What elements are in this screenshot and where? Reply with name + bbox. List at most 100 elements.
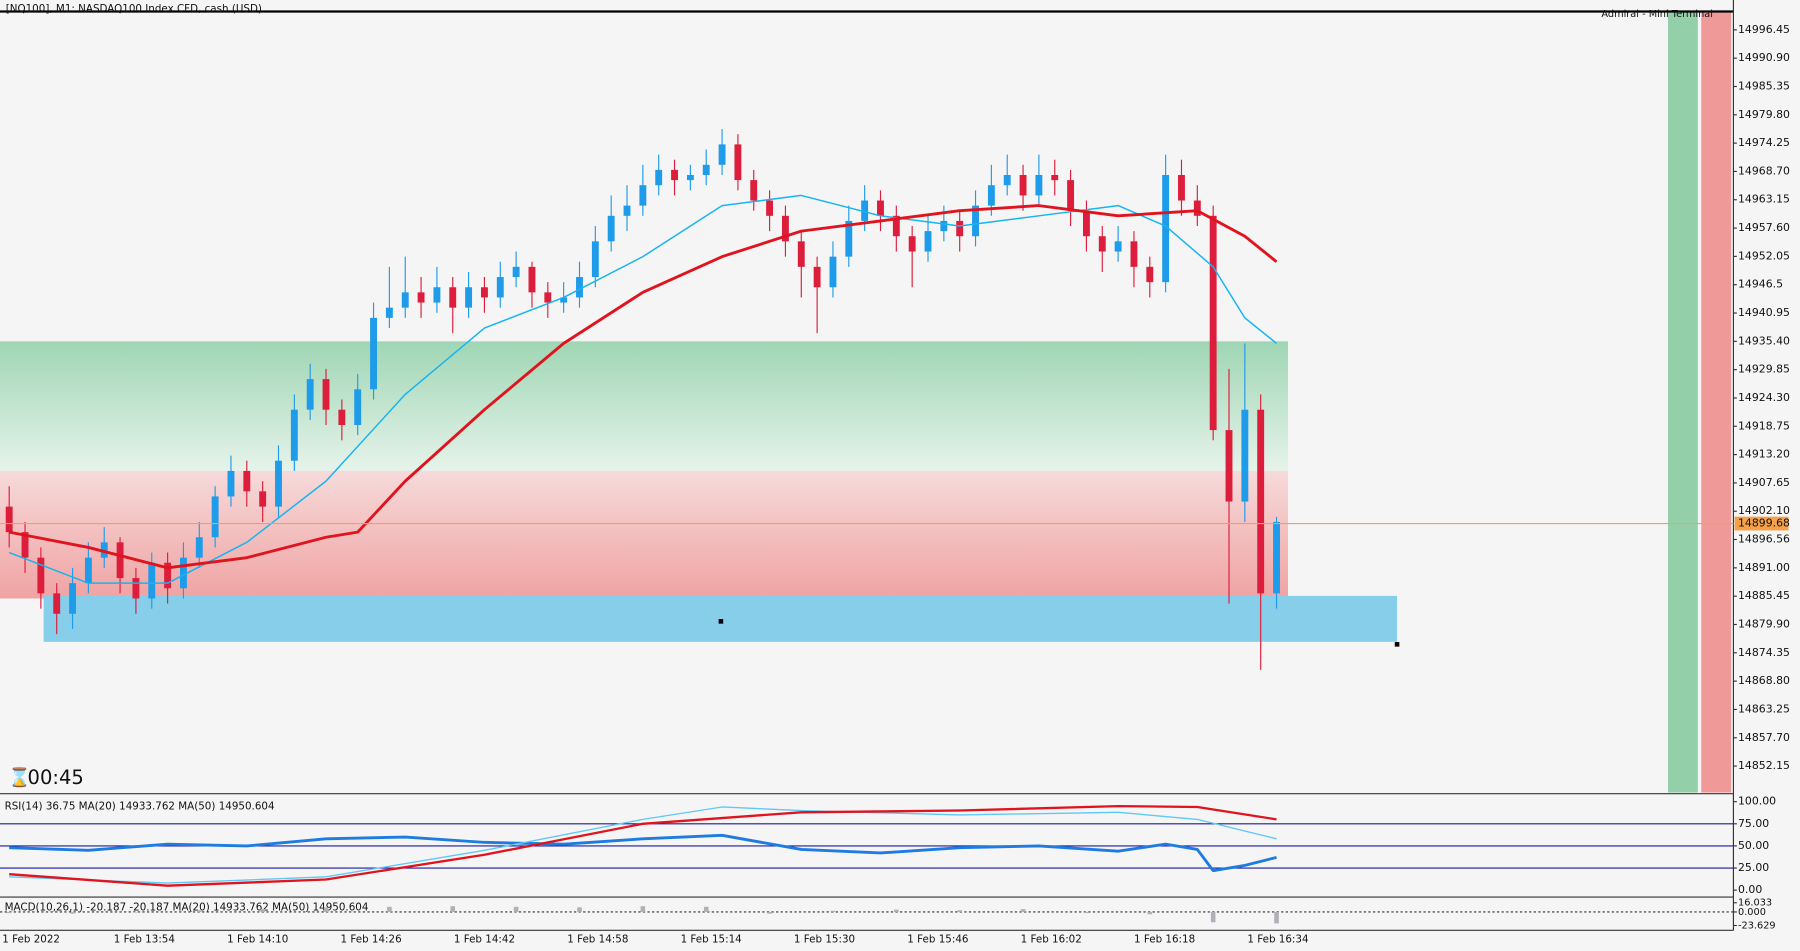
x-tick-label: 1 Feb 15:46 [907, 934, 968, 946]
x-tick-label: 1 Feb 15:14 [681, 934, 742, 946]
y-tick-label: 14957.60 [1738, 221, 1790, 234]
candle-body [243, 470, 251, 492]
candle-body [1209, 215, 1217, 431]
candle-body [53, 593, 61, 614]
rsi-tick-label: 75.00 [1738, 817, 1769, 830]
symbol-title: [NQ100], M1: NASDAQ100 Index CFD, cash (… [6, 3, 262, 15]
x-tick-label: 1 Feb 13:54 [114, 934, 175, 946]
candle-body [576, 277, 583, 298]
candle-body [956, 220, 964, 237]
candle-body [987, 185, 995, 206]
candle-body [544, 292, 552, 303]
candle-body [211, 496, 219, 538]
candle-body [908, 236, 916, 252]
y-tick-label: 14891.00 [1738, 561, 1790, 574]
candle-body [275, 460, 282, 507]
candle-body [1273, 521, 1280, 594]
y-tick-label: 14946.5 [1738, 278, 1783, 291]
rsi-tick-label: 100.00 [1738, 795, 1776, 808]
candle-body [259, 491, 267, 507]
rsi-tick-label: 25.00 [1738, 861, 1769, 874]
timer: 00:45 [28, 766, 84, 789]
y-tick-label: 14952.05 [1738, 249, 1790, 262]
y-tick-label: 14940.95 [1738, 306, 1790, 319]
candle-body [1019, 175, 1027, 196]
x-tick-label: 1 Feb 14:10 [227, 934, 288, 946]
candle-body [1193, 200, 1201, 216]
candle-body [671, 169, 678, 181]
y-tick-label: 14863.25 [1738, 702, 1790, 715]
y-tick-label: 14929.85 [1738, 363, 1790, 376]
candle-body [781, 215, 789, 242]
candle-body [766, 200, 774, 216]
candle-body [1035, 175, 1043, 196]
candle-body [195, 537, 203, 558]
macd-bar [577, 907, 582, 912]
x-tick-label: 1 Feb 14:42 [454, 934, 515, 946]
candle-body [861, 200, 869, 221]
y-tick-label: 14913.20 [1738, 448, 1790, 461]
candle-body [512, 266, 520, 278]
macd-bar [894, 909, 899, 912]
y-tick-label: 14885.45 [1738, 589, 1790, 602]
macd-bar [1210, 911, 1216, 923]
hourglass-icon: ⌛ [8, 767, 31, 789]
candle-body [227, 470, 235, 497]
candle-body [164, 562, 172, 589]
zone-red [0, 470, 1289, 599]
candle-body [1051, 175, 1059, 181]
line-ma50 [9, 804, 1277, 887]
y-tick-label: 14896.56 [1738, 532, 1790, 545]
y-tick-label: 14924.30 [1738, 391, 1790, 404]
candle-body [797, 241, 805, 267]
candle-body [132, 578, 140, 599]
candle-body [1130, 241, 1138, 267]
current-price-box [1734, 516, 1789, 531]
buy-panel[interactable] [1667, 11, 1698, 793]
zone-green [0, 341, 1289, 471]
rsi-label: RSI(14) 36.75 MA(20) 14933.762 MA(50) 14… [5, 800, 275, 812]
macd-bar [1020, 909, 1026, 912]
candle-body [639, 185, 647, 206]
line-ma50 [8, 204, 1278, 570]
macd-bar [6, 911, 12, 914]
candle-body [84, 557, 92, 584]
macd-bar [830, 910, 836, 912]
x-tick-label: 1 Feb 16:02 [1021, 934, 1082, 946]
y-tick-label: 14968.70 [1738, 164, 1790, 177]
candle-body [1146, 266, 1154, 283]
terminal-label: Admiral - Mini Terminal [1601, 9, 1713, 20]
y-tick-label: 14963.15 [1738, 193, 1790, 206]
candle-body [1225, 430, 1233, 502]
y-tick-label: 14974.25 [1738, 136, 1790, 149]
macd-bar [703, 906, 709, 912]
x-tick-label: 1 Feb 14:58 [567, 934, 628, 946]
candle-body [322, 379, 330, 410]
candle-body [1082, 210, 1090, 237]
candle-body [465, 287, 473, 308]
macd-bar [196, 910, 202, 912]
rsi-tick-label: 0.00 [1738, 883, 1762, 896]
y-tick-label: 14852.15 [1738, 759, 1790, 772]
candle-body [702, 164, 710, 176]
zone-blue [43, 595, 1398, 642]
macd-label: MACD(10,26,1) -20.187 -20.187 MA(20) 149… [5, 901, 369, 913]
line-rsi [9, 833, 1277, 873]
x-tick-label: 1 Feb 2022 [2, 934, 60, 946]
sell-panel[interactable] [1701, 11, 1732, 793]
y-tick-label: 14985.35 [1738, 79, 1790, 92]
candle-body [370, 317, 377, 390]
macd-bar [387, 906, 392, 912]
candle-body [750, 180, 758, 201]
rsi-tick-label: 50.00 [1738, 839, 1769, 852]
candle-body [940, 220, 948, 232]
x-tick-label: 1 Feb 16:18 [1134, 934, 1195, 946]
candle-body [21, 532, 29, 558]
macd-bar [767, 911, 772, 914]
macd-bar [70, 911, 75, 914]
candle-body [496, 277, 504, 298]
candle-body [306, 379, 314, 410]
candle-body [655, 169, 663, 186]
candle-body [1241, 409, 1249, 502]
